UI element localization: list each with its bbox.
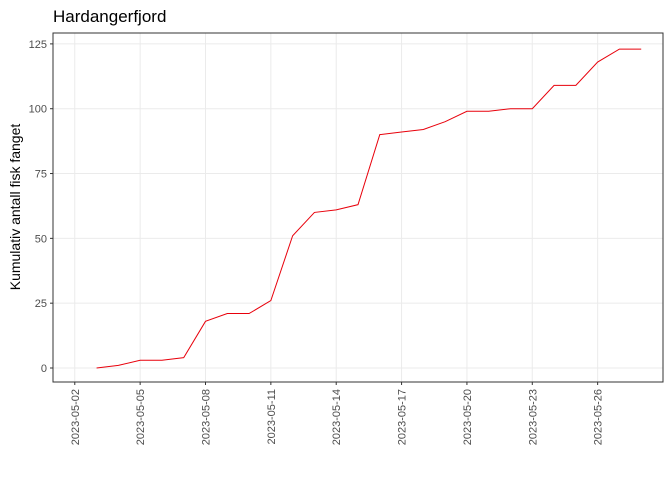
y-tick-label: 25 [35, 298, 47, 310]
line [96, 48, 642, 369]
y-tick-label: 0 [41, 363, 47, 375]
y-tick-label: 75 [35, 169, 47, 181]
y-tick-label: 100 [29, 104, 47, 116]
x-tick-label: 2023-05-17 [397, 389, 409, 445]
y-axis-label: Kumulativ antall fisk fanget [7, 124, 23, 291]
x-tick-label: 2023-05-05 [135, 389, 147, 445]
x-tick-label: 2023-05-23 [527, 389, 539, 445]
x-tick-label: 2023-05-08 [201, 389, 213, 445]
x-tick-label: 2023-05-20 [462, 389, 474, 445]
chart-title: Hardangerfjord [53, 7, 166, 26]
x-tick-label: 2023-05-02 [70, 389, 82, 445]
x-tick-label: 2023-05-26 [593, 389, 605, 445]
x-tick-label: 2023-05-14 [331, 389, 343, 445]
y-tick-label: 50 [35, 233, 47, 245]
panel-border [52, 32, 664, 383]
x-tick-label: 2023-05-11 [266, 389, 278, 444]
y-tick-label: 125 [29, 39, 47, 51]
